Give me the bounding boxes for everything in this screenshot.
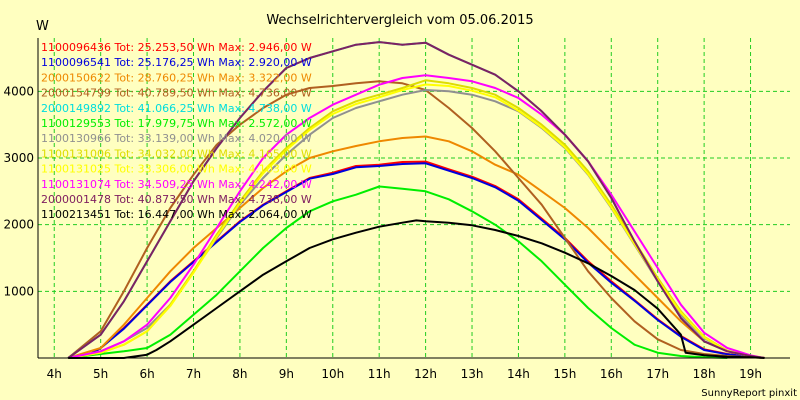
- x-tick-label: 14h: [507, 367, 530, 381]
- series-line-2000001478: [67, 41, 765, 359]
- x-tick-label: 18h: [693, 367, 716, 381]
- legend-entry-2000154799: 2000154799 Tot: 40.789,50 Wh Max: 4.736,…: [41, 87, 312, 100]
- series-line-1100131074: [67, 74, 765, 359]
- legend-entry-1100213451: 1100213451 Tot: 16.447,00 Wh Max: 2.064,…: [41, 208, 312, 221]
- x-tick-label: 9h: [279, 367, 294, 381]
- legend-entry-2000150622: 2000150622 Tot: 28.760,25 Wh Max: 3.322,…: [41, 71, 312, 84]
- x-tick-label: 19h: [739, 367, 762, 381]
- x-tick-label: 13h: [461, 367, 484, 381]
- x-tick-label: 7h: [186, 367, 201, 381]
- x-tick-label: 12h: [414, 367, 437, 381]
- legend-entry-1100096436: 1100096436 Tot: 25.253,50 Wh Max: 2.946,…: [41, 41, 312, 54]
- y-axis-unit: W: [36, 19, 49, 34]
- legend: 1100096436 Tot: 25.253,50 Wh Max: 2.946,…: [41, 41, 312, 221]
- x-tick-label: 11h: [368, 367, 391, 381]
- series-line-2000150622: [67, 135, 765, 359]
- x-tick-label: 5h: [93, 367, 108, 381]
- x-tick-label: 16h: [600, 367, 623, 381]
- chart-title: Wechselrichtervergleich vom 05.06.2015: [266, 13, 533, 28]
- legend-entry-1100131025: 1100131025 Tot: 33.306,00 Wh Max: 4.103,…: [41, 163, 312, 176]
- legend-entry-1100131006: 1100131006 Tot: 34.032,00 Wh Max: 4.165,…: [41, 147, 312, 160]
- y-tick-label: 2000: [3, 218, 34, 232]
- legend-entry-1100131074: 1100131074 Tot: 34.509,25 Wh Max: 4.242,…: [41, 178, 312, 191]
- legend-entry-1100096541: 1100096541 Tot: 25.176,25 Wh Max: 2.920,…: [41, 56, 312, 69]
- series-line-1100096541: [68, 162, 765, 359]
- legend-entry-1100129553: 1100129553 Tot: 17.979,75 Wh Max: 2.572,…: [41, 117, 312, 130]
- legend-entry-1100130966: 1100130966 Tot: 33.139,00 Wh Max: 4.020,…: [41, 132, 312, 145]
- x-tick-label: 10h: [321, 367, 344, 381]
- x-tick-label: 4h: [47, 367, 62, 381]
- series-line-1100130966: [67, 89, 765, 359]
- x-tick-label: 6h: [139, 367, 154, 381]
- y-tick-label: 4000: [3, 84, 34, 98]
- y-tick-label: 1000: [3, 284, 34, 298]
- x-tick-label: 15h: [553, 367, 576, 381]
- footer-label: SunnyReport pinxit: [701, 388, 797, 399]
- x-tick-label: 8h: [232, 367, 247, 381]
- legend-entry-2000001478: 2000001478 Tot: 40.873,50 Wh Max: 4.738,…: [41, 193, 312, 206]
- y-tick-label: 3000: [3, 151, 34, 165]
- series-line-1100129553: [68, 185, 728, 359]
- axis-layer: 4h 5h 6h 7h 8h 9h 10h 11h 12h 13h 14h 15h 16h 17h 18h 1…: [3, 38, 790, 381]
- legend-entry-2000149892: 2000149892 Tot: 41.066,25 Wh Max: 4.738,…: [41, 102, 312, 115]
- series-layer: [67, 41, 765, 359]
- series-line-1100213451: [68, 219, 765, 359]
- x-tick-label: 17h: [646, 367, 669, 381]
